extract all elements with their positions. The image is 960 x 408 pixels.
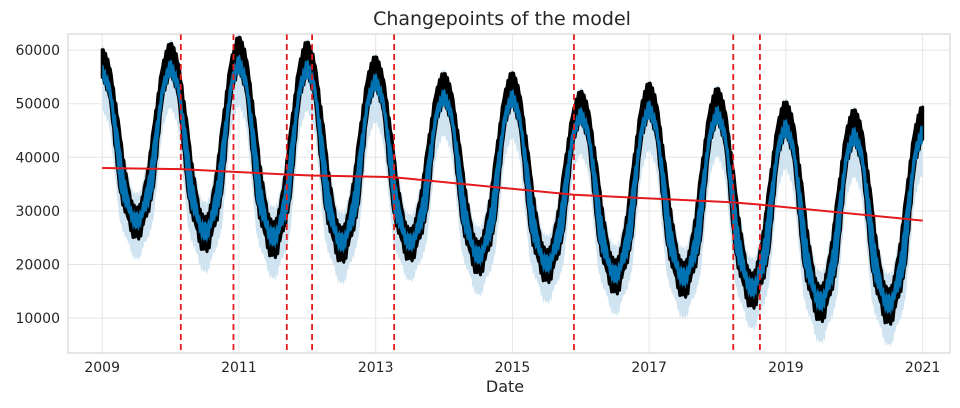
- y-axis: 10000 20000 30000 40000 50000 60000: [15, 43, 60, 327]
- x-tick-label: 2013: [358, 360, 394, 376]
- x-tick-label: 2015: [495, 360, 531, 376]
- trend-path: [102, 167, 923, 222]
- x-tick-label: 2017: [631, 360, 667, 376]
- x-axis: 2009 2011 2013 2015 2017 2019 2021: [84, 360, 940, 376]
- y-tick-label: 30000: [15, 204, 60, 220]
- y-tick-label: 40000: [15, 150, 60, 166]
- x-tick-label: 2021: [905, 360, 941, 376]
- y-tick-label: 10000: [15, 311, 60, 327]
- y-tick-label: 20000: [15, 258, 60, 274]
- y-tick-label: 50000: [15, 97, 60, 113]
- chart-title: Changepoints of the model: [373, 8, 631, 30]
- forecast-fill: [102, 54, 923, 316]
- forecast-area: [102, 54, 923, 316]
- x-tick-label: 2009: [84, 360, 120, 376]
- plot-frame: [67, 33, 951, 354]
- trend-line: [102, 167, 923, 222]
- changepoint-lines: [179, 34, 761, 353]
- x-tick-label: 2019: [768, 360, 804, 376]
- y-tick-label: 60000: [15, 43, 60, 59]
- x-axis-title: Date: [486, 377, 524, 396]
- x-tick-label: 2011: [221, 360, 257, 376]
